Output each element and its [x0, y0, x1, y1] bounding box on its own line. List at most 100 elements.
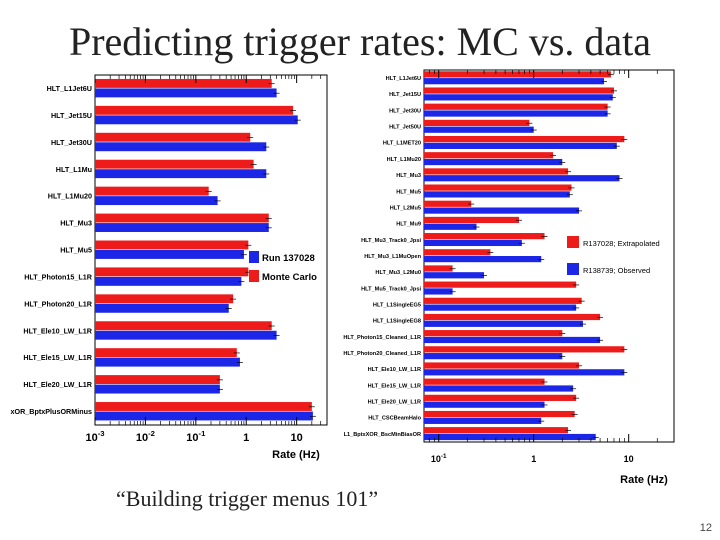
- bar-monte-carlo-12: [95, 402, 312, 411]
- legend-swatch-extrapolated: [567, 236, 579, 248]
- category-label: HLT_L1MET20: [383, 141, 421, 147]
- legend-swatch-monte-carlo: [249, 270, 259, 282]
- category-label: HLT_Mu3: [60, 219, 92, 228]
- bar-r138739-observed-14: [424, 304, 577, 311]
- x-tick-label: 10-1: [186, 429, 206, 444]
- bar-monte-carlo-6: [95, 240, 249, 250]
- category-label: HLT_Ele10_LW_L1R: [23, 326, 92, 335]
- bar-r138739-observed-19: [424, 385, 574, 392]
- category-label: HLT_L1Mu20: [387, 157, 421, 163]
- category-label: HLT_Ele20_LW_L1R: [23, 380, 92, 389]
- bar-r138739-observed-0: [424, 78, 605, 85]
- category-label: HLT_L1SingleEG5: [373, 302, 421, 308]
- right-legend: R137028; Extrapolated R138739; Observed: [567, 236, 660, 275]
- bar-run-137028-1: [95, 115, 298, 125]
- category-label: HLT_CSCBeamHalo: [368, 416, 421, 422]
- bar-r137028-extrapolated-10: [424, 233, 545, 240]
- category-label: HLT_Mu9: [396, 222, 421, 228]
- bar-r137028-extrapolated-13: [424, 281, 577, 288]
- category-label: HLT_Mu3_Track0_Jpsi: [361, 238, 421, 244]
- category-label: HLT_Jet50U: [389, 125, 421, 131]
- bar-monte-carlo-1: [95, 105, 294, 115]
- bar-r138739-observed-17: [424, 353, 563, 360]
- category-label: HLT_Mu3_L1MuOpen: [364, 254, 421, 260]
- slide-title: Predicting trigger rates: MC vs. data: [68, 19, 652, 64]
- bar-run-137028-6: [95, 250, 244, 259]
- bar-monte-carlo-9: [95, 321, 272, 331]
- chart-mc-vs-run137028: HLT_L1Jet6U HLT_Jet15U HLT_Jet30U HLT_L1Mu H…: [11, 74, 328, 461]
- bar-r137028-extrapolated-15: [424, 313, 601, 321]
- bar-r137028-extrapolated-12: [424, 265, 453, 272]
- bar-run-137028-12: [95, 411, 313, 421]
- bar-r137028-extrapolated-4: [424, 135, 625, 143]
- category-label: HLT_Mu5: [396, 189, 421, 195]
- bar-monte-carlo-8: [95, 294, 234, 304]
- category-label: HLT_L2Mu5: [390, 205, 421, 211]
- category-label: HLT_Ele15_LW_L1R: [23, 353, 92, 362]
- bar-r137028-extrapolated-17: [424, 346, 625, 353]
- bar-run-137028-4: [95, 196, 218, 206]
- bar-run-137028-9: [95, 330, 277, 340]
- bar-monte-carlo-11: [95, 375, 220, 385]
- bar-r137028-extrapolated-7: [424, 184, 572, 191]
- x-tick-label: 10: [291, 432, 303, 444]
- bar-r138739-observed-18: [424, 369, 625, 376]
- bar-r137028-extrapolated-14: [424, 297, 582, 304]
- bar-r137028-extrapolated-3: [424, 119, 530, 127]
- chart-extrapolated-vs-observed: HLT_L1Jet6U HLT_Jet15U HLT_Jet30U HLT_Jet50…: [343, 69, 675, 486]
- bar-r137028-extrapolated-19: [424, 378, 545, 385]
- legend-label-run137028: Run 137028: [262, 253, 315, 264]
- slide-subtitle: “Building trigger menus 101”: [116, 486, 379, 511]
- legend-label-observed: R138739; Observed: [583, 266, 650, 275]
- left-legend: Run 137028 Monte Carlo: [249, 251, 317, 283]
- bar-r138739-observed-12: [424, 272, 485, 279]
- bar-monte-carlo-4: [95, 186, 209, 196]
- category-label: HLT_L1Jet6U: [386, 76, 421, 82]
- bar-r138739-observed-6: [424, 175, 620, 182]
- bar-r137028-extrapolated-0: [424, 71, 611, 78]
- category-label: HLT_L1SingleEG8: [373, 319, 421, 325]
- bar-monte-carlo-7: [95, 267, 249, 277]
- bar-r137028-extrapolated-8: [424, 200, 472, 207]
- bar-run-137028-3: [95, 169, 267, 179]
- category-label: HLT_Photon15_L1R: [24, 272, 93, 281]
- legend-label-monte-carlo: Monte Carlo: [262, 272, 317, 283]
- bar-run-137028-10: [95, 357, 240, 367]
- x-tick-label: 1: [243, 432, 249, 444]
- category-label: HLT_Jet30U: [51, 138, 92, 147]
- bar-r137028-extrapolated-1: [424, 87, 614, 94]
- bar-run-137028-2: [95, 142, 267, 152]
- legend-swatch-observed: [567, 263, 579, 275]
- bar-r137028-extrapolated-11: [424, 249, 491, 256]
- bar-r137028-extrapolated-18: [424, 362, 580, 369]
- bar-r137028-extrapolated-22: [424, 427, 569, 434]
- category-label: HLT_Mu3_L2Mu0: [375, 270, 421, 276]
- category-label: HLT_Mu5: [60, 246, 92, 255]
- x-tick-label: 1: [531, 454, 536, 464]
- category-label: HLT_Jet15U: [51, 111, 92, 120]
- bar-r138739-observed-22: [424, 433, 596, 441]
- category-label: HLT_Jet30U: [389, 108, 421, 114]
- bar-run-137028-7: [95, 276, 242, 286]
- bar-monte-carlo-2: [95, 132, 251, 142]
- bar-monte-carlo-0: [95, 78, 272, 88]
- category-label: HLT_Photon15_Cleaned_L1R: [343, 335, 421, 341]
- bar-monte-carlo-3: [95, 159, 254, 169]
- bar-run-137028-5: [95, 223, 269, 232]
- bar-r137028-extrapolated-16: [424, 330, 563, 337]
- x-tick-label: 10: [624, 454, 634, 464]
- category-label: HLT_Mu5_Track0_Jpsi: [361, 286, 421, 292]
- bar-monte-carlo-5: [95, 213, 269, 223]
- bar-r138739-observed-2: [424, 110, 608, 117]
- bar-monte-carlo-10: [95, 348, 237, 358]
- x-tick-label: 10-1: [431, 453, 447, 464]
- category-label: L1_BptxXOR_BscMinBiasOR: [344, 432, 421, 438]
- category-label: xOR_BptxPlusORMinus: [11, 407, 92, 416]
- bar-run-137028-11: [95, 384, 220, 394]
- bar-r138739-observed-9: [424, 223, 477, 230]
- bar-r138739-observed-5: [424, 158, 563, 166]
- bar-r138739-observed-11: [424, 256, 542, 263]
- legend-label-extrapolated: R137028; Extrapolated: [583, 239, 660, 248]
- bar-r137028-extrapolated-21: [424, 410, 575, 418]
